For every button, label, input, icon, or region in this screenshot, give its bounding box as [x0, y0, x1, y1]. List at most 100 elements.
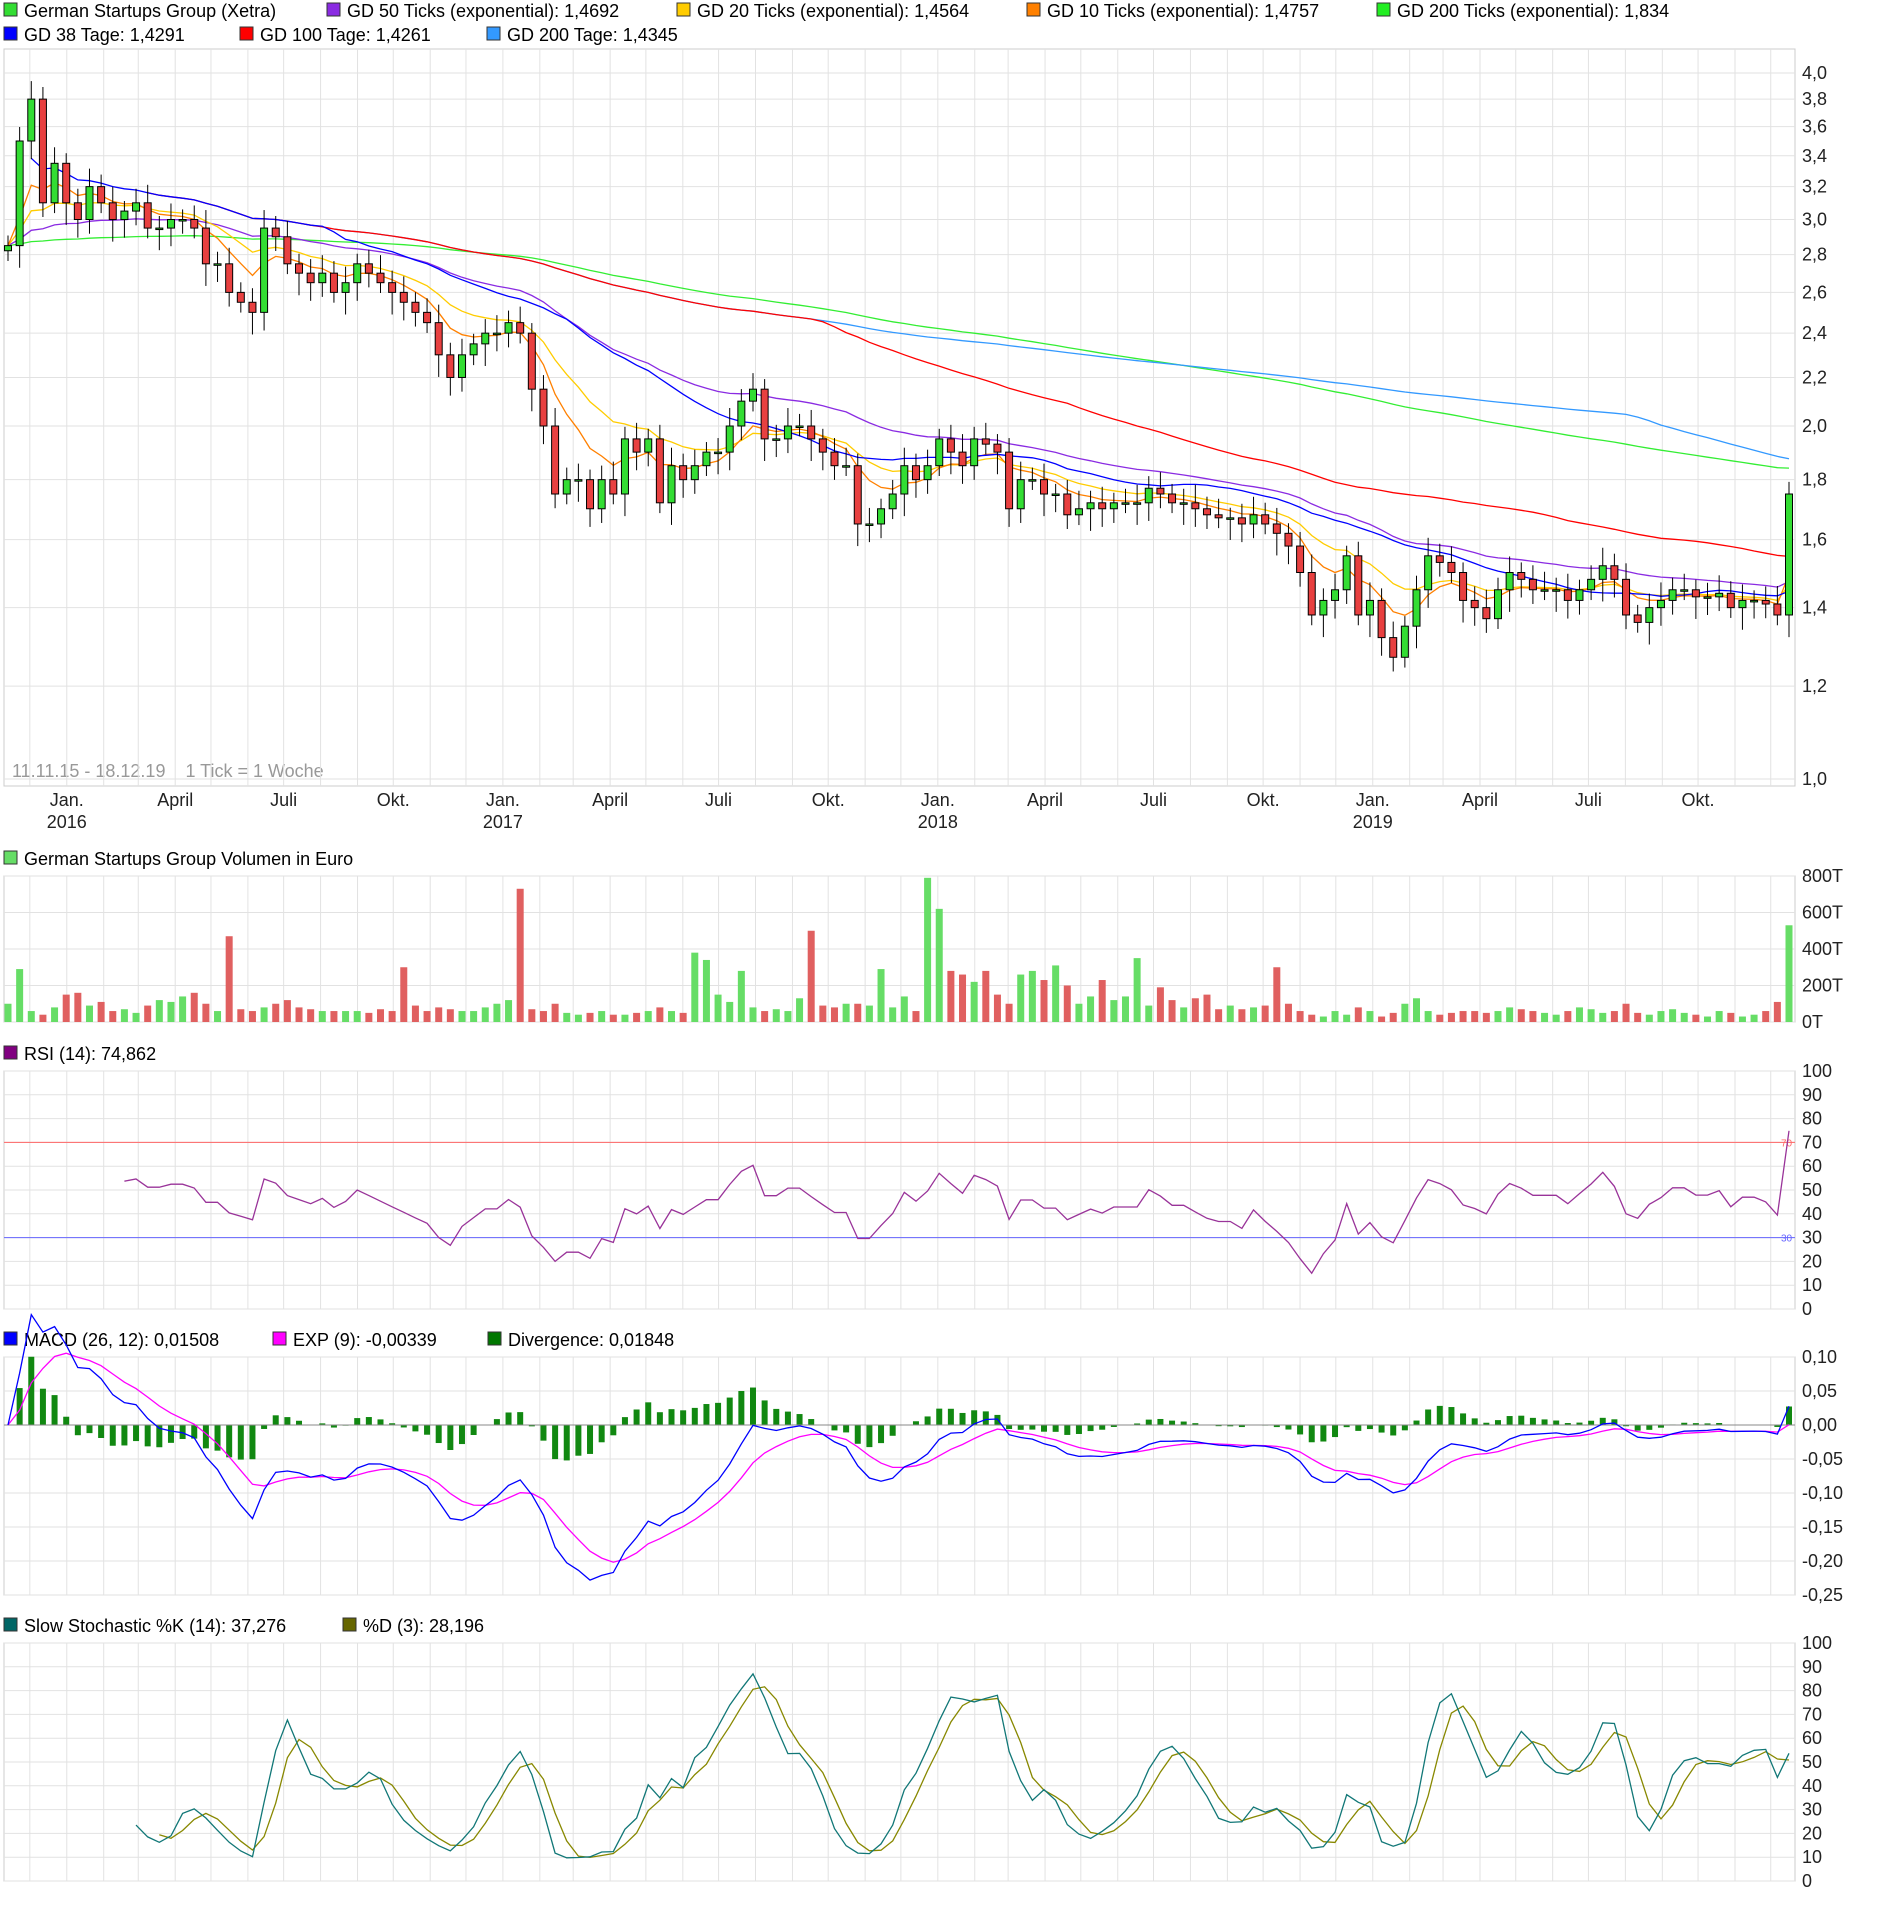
volume-bar — [1180, 1007, 1188, 1022]
candle-body — [1249, 514, 1258, 525]
volume-bar — [1296, 1011, 1304, 1022]
candle-body — [644, 438, 653, 453]
divergence-bar — [1471, 1418, 1478, 1425]
candle-body — [1226, 517, 1235, 520]
legend-swatch-gd200 — [486, 26, 501, 41]
divergence-bar — [726, 1397, 733, 1425]
candle-body — [1773, 603, 1782, 616]
divergence-bar — [1332, 1425, 1339, 1438]
volume-bar — [1459, 1011, 1467, 1022]
volume-bar — [1075, 1003, 1083, 1022]
rsi-axis-tick-label: 20 — [1802, 1251, 1822, 1271]
divergence-bar — [1390, 1425, 1397, 1436]
candle-body — [1435, 555, 1444, 563]
legend-divergence: Divergence: 0,01848 — [508, 1330, 674, 1350]
volume-bar — [737, 970, 745, 1022]
candle-body — [1016, 479, 1025, 510]
x-axis-month-label: April — [1027, 790, 1063, 810]
candle-body — [15, 140, 24, 247]
rsi-axis-tick-label: 40 — [1802, 1204, 1822, 1224]
candle-body — [423, 311, 432, 324]
volume-bar — [1191, 998, 1199, 1022]
divergence-bar — [971, 1410, 978, 1425]
x-axis-year-label: 2018 — [918, 812, 958, 832]
volume-bar — [539, 1011, 547, 1022]
candle-body — [1761, 599, 1770, 605]
divergence-bar — [435, 1425, 442, 1444]
divergence-bar — [1774, 1425, 1781, 1427]
divergence-bar — [365, 1417, 372, 1425]
volume-bar — [51, 1007, 59, 1022]
divergence-bar — [86, 1425, 93, 1434]
stoch-axis-tick-label: 40 — [1802, 1776, 1822, 1796]
volume-bar — [877, 969, 885, 1022]
volume-bar — [225, 936, 233, 1022]
legend-swatch-macd — [3, 1331, 18, 1346]
macd-axis-tick-label: -0,15 — [1802, 1517, 1843, 1537]
divergence-bar — [854, 1425, 861, 1444]
legend-swatch-volume — [3, 850, 18, 865]
divergence-bar — [1052, 1425, 1059, 1432]
volume-bar — [900, 996, 908, 1022]
stoch-axis-tick-label: 80 — [1802, 1681, 1822, 1701]
divergence-bar — [1378, 1425, 1385, 1433]
price-axis-tick-label: 1,6 — [1802, 530, 1827, 550]
volume-bar — [1575, 1007, 1583, 1022]
volume-bar — [248, 1011, 256, 1022]
volume-bar — [365, 1012, 373, 1022]
volume-bar — [144, 1005, 152, 1022]
divergence-bar — [237, 1425, 244, 1460]
divergence-bar — [1646, 1425, 1653, 1430]
divergence-bar — [1238, 1425, 1245, 1428]
divergence-bar — [563, 1425, 570, 1461]
ma-line-gd200-exp — [7, 235, 1790, 469]
volume-bar — [1529, 1011, 1537, 1022]
volume-bar — [1121, 996, 1129, 1022]
divergence-bar — [1704, 1423, 1711, 1425]
divergence-bar — [1157, 1418, 1164, 1425]
volume-bar — [1436, 1014, 1444, 1022]
divergence-bar — [389, 1423, 396, 1425]
divergence-bar — [226, 1425, 233, 1458]
candle-body — [562, 479, 571, 495]
volume-bar — [1680, 1012, 1688, 1022]
x-axis-month-label: Jan. — [50, 790, 84, 810]
candle-body — [1738, 599, 1747, 609]
legend-stoch-d: %D (3): 28,196 — [363, 1616, 484, 1636]
volume-bar — [830, 1007, 838, 1022]
candle-body — [120, 210, 129, 221]
volume-bar — [1354, 1007, 1362, 1022]
divergence-bar — [1506, 1416, 1513, 1425]
candle-body — [795, 425, 804, 428]
volume-bar — [865, 1005, 873, 1022]
divergence-bar — [377, 1419, 384, 1425]
volume-bar — [1552, 1014, 1560, 1022]
stoch-axis-tick-label: 20 — [1802, 1823, 1822, 1843]
volume-bar — [1238, 1009, 1246, 1022]
divergence-bar — [249, 1425, 256, 1460]
candle-body — [551, 425, 560, 495]
x-axis-year-label: 2016 — [47, 812, 87, 832]
candle-body — [714, 451, 723, 455]
rsi-axis-tick-label: 70 — [1802, 1132, 1822, 1152]
divergence-bar — [959, 1412, 966, 1425]
divergence-bar — [668, 1409, 675, 1425]
volume-bar — [621, 1014, 629, 1022]
candle-body — [900, 465, 909, 495]
volume-bar — [1762, 1011, 1770, 1022]
rsi-axis-tick-label: 80 — [1802, 1109, 1822, 1129]
volume-bar — [889, 1007, 897, 1022]
candle-body — [1307, 572, 1316, 616]
volume-bar — [574, 1014, 582, 1022]
volume-bar — [993, 994, 1001, 1022]
volume-bar — [1750, 1014, 1758, 1022]
divergence-bar — [1215, 1425, 1222, 1427]
candle-body — [50, 162, 59, 204]
legend-swatch-exp — [272, 1331, 287, 1346]
divergence-bar — [156, 1425, 163, 1448]
divergence-bar — [1145, 1419, 1152, 1425]
divergence-bar — [1366, 1425, 1373, 1430]
legend-rsi: RSI (14): 74,862 — [24, 1044, 156, 1064]
divergence-bar — [400, 1425, 407, 1428]
plot-layer: 4,0 3,8 3,6 3,4 3,2 3,0 2,8 2,6 2,4 2,2 2,0 1,8 1,6 1… — [3, 48, 1843, 1891]
